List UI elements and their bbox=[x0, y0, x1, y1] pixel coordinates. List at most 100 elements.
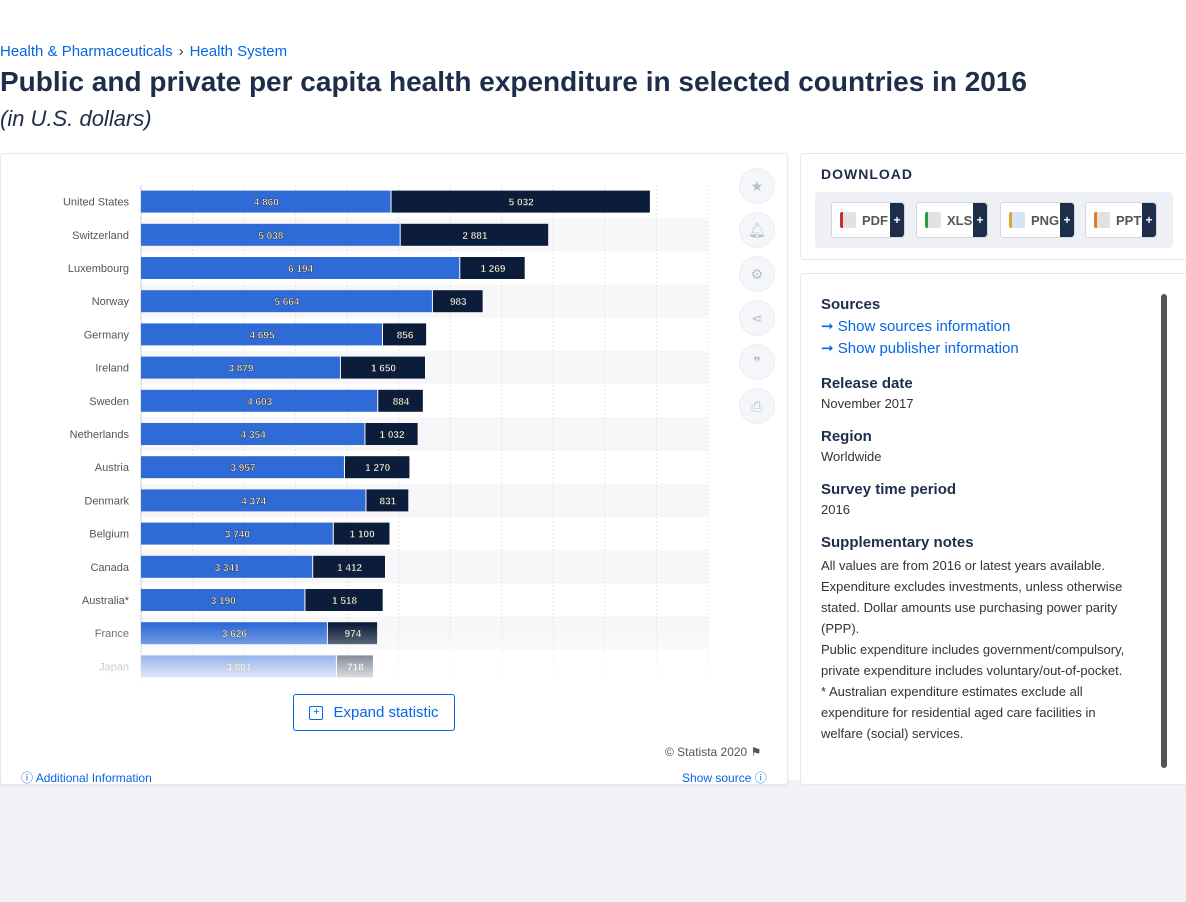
data-label: 6 194 bbox=[288, 264, 313, 275]
data-label: 4 603 bbox=[247, 397, 272, 408]
data-label: 1 032 bbox=[380, 430, 405, 441]
show-source-link[interactable]: Show source ⓘ bbox=[682, 771, 767, 785]
expand-statistic-button[interactable]: + Expand statistic bbox=[293, 694, 455, 731]
print-icon[interactable]: ⎙ bbox=[739, 388, 775, 424]
category-label: Luxembourg bbox=[68, 263, 129, 275]
category-label: United States bbox=[63, 197, 130, 209]
arrow-right-icon: ➞ bbox=[821, 318, 834, 335]
bar-public bbox=[141, 522, 333, 545]
download-xls-button[interactable]: XLS + bbox=[916, 202, 988, 238]
category-label: Austria bbox=[95, 462, 130, 474]
category-label: Denmark bbox=[84, 495, 129, 507]
breadcrumb-separator: › bbox=[178, 43, 184, 60]
chart-card: United States 4 860 5 032 Switzerland 5 038 2… bbox=[0, 153, 788, 785]
bar-public bbox=[141, 290, 432, 313]
show-sources-link[interactable]: ➞ Show sources information bbox=[821, 318, 1011, 335]
data-label: 4 374 bbox=[241, 496, 266, 507]
bar-private bbox=[305, 589, 383, 611]
ppt-plus-icon[interactable]: + bbox=[1142, 203, 1156, 237]
category-label: Germany bbox=[84, 329, 130, 341]
quote-icon[interactable]: ❞ bbox=[739, 344, 775, 380]
xls-plus-icon[interactable]: + bbox=[973, 203, 987, 237]
notes-paragraph-2: Public expenditure includes government/c… bbox=[821, 642, 1125, 678]
data-label: 1 269 bbox=[480, 264, 505, 275]
chart-toolbar: ★ 🔔︎ ⚙ ⋖ ❞ ⎙ bbox=[739, 168, 775, 432]
pdf-file-icon bbox=[840, 212, 856, 228]
bar-private bbox=[391, 190, 650, 213]
page-title: Public and private per capita health exp… bbox=[0, 66, 1027, 97]
bar-public bbox=[141, 489, 366, 512]
download-ppt-button[interactable]: PPT + bbox=[1085, 202, 1157, 238]
data-label: 884 bbox=[393, 397, 410, 408]
png-plus-icon[interactable]: + bbox=[1060, 203, 1074, 237]
bar-public bbox=[141, 323, 383, 346]
bar-chart: United States 4 860 5 032 Switzerland 5 038 2… bbox=[63, 185, 709, 683]
bar-private bbox=[383, 323, 427, 346]
data-label: 5 038 bbox=[258, 231, 283, 242]
bar-public bbox=[141, 589, 305, 611]
bar-public bbox=[141, 423, 365, 445]
data-label: 831 bbox=[380, 496, 397, 507]
bar-private bbox=[366, 489, 409, 512]
bar-public bbox=[141, 223, 400, 246]
bar-private bbox=[378, 389, 423, 412]
data-label: 3 190 bbox=[211, 596, 236, 607]
data-label: 1 270 bbox=[365, 463, 390, 474]
download-png-button[interactable]: PNG + bbox=[1000, 202, 1075, 238]
breadcrumb: Health & Pharmaceuticals › Health System bbox=[0, 43, 287, 60]
download-card: DOWNLOAD PDF + XLS + PNG + PPT + bbox=[800, 153, 1186, 260]
bar-public bbox=[141, 389, 378, 412]
bar-public bbox=[141, 356, 340, 379]
page-subtitle: (in U.S. dollars) bbox=[0, 106, 152, 131]
info-scrollbar[interactable] bbox=[1161, 294, 1167, 768]
bar-private bbox=[365, 423, 418, 445]
data-label: 5 664 bbox=[274, 297, 299, 308]
settings-gear-icon[interactable]: ⚙ bbox=[739, 256, 775, 292]
statistic-info-card: Sources ➞ Show sources information ➞ Sho… bbox=[800, 273, 1186, 785]
notes-paragraph-1: All values are from 2016 or latest years… bbox=[821, 558, 1123, 636]
category-label: Sweden bbox=[89, 396, 129, 408]
pdf-plus-icon[interactable]: + bbox=[890, 203, 904, 237]
bar-private bbox=[344, 456, 410, 479]
category-label: Canada bbox=[90, 562, 129, 574]
region-value: Worldwide bbox=[821, 449, 882, 464]
bell-notification-icon[interactable]: 🔔︎ bbox=[739, 212, 775, 248]
breadcrumb-link-health-system[interactable]: Health System bbox=[189, 43, 288, 60]
supplementary-notes-heading: Supplementary notes bbox=[821, 534, 974, 551]
data-label: 3 957 bbox=[230, 463, 255, 474]
data-label: 2 881 bbox=[462, 231, 487, 242]
bar-private bbox=[333, 522, 390, 545]
plus-square-icon: + bbox=[309, 705, 324, 720]
data-label: 4 354 bbox=[241, 430, 266, 441]
download-pdf-button[interactable]: PDF + bbox=[831, 202, 905, 238]
favorite-star-icon[interactable]: ★ bbox=[739, 168, 775, 204]
region-heading: Region bbox=[821, 428, 872, 445]
bar-public bbox=[141, 555, 313, 578]
info-content: Sources ➞ Show sources information ➞ Sho… bbox=[821, 296, 1141, 744]
bar-private bbox=[340, 356, 425, 379]
png-file-icon bbox=[1009, 212, 1025, 228]
xls-file-icon bbox=[925, 212, 941, 228]
data-label: 1 650 bbox=[371, 364, 396, 375]
data-label: 1 100 bbox=[350, 530, 375, 541]
additional-information-link[interactable]: ⓘ Additional Information bbox=[21, 771, 152, 785]
bar-public bbox=[141, 257, 460, 279]
flag-icon[interactable]: ⚑ bbox=[750, 745, 762, 759]
survey-period-heading: Survey time period bbox=[821, 481, 957, 498]
data-label: 1 412 bbox=[337, 563, 362, 574]
data-label: 1 518 bbox=[332, 596, 357, 607]
notes-paragraph-3: * Australian expenditure estimates exclu… bbox=[821, 684, 1096, 741]
data-label: 856 bbox=[397, 330, 414, 341]
category-label: Switzerland bbox=[72, 230, 129, 242]
category-label: Norway bbox=[92, 296, 130, 308]
data-label: 983 bbox=[450, 297, 467, 308]
survey-period-value: 2016 bbox=[821, 502, 850, 517]
data-label: 4 860 bbox=[254, 198, 279, 209]
bar-private bbox=[400, 223, 549, 246]
ppt-file-icon bbox=[1094, 212, 1110, 228]
show-publisher-link[interactable]: ➞ Show publisher information bbox=[821, 340, 1019, 357]
breadcrumb-link-health-pharma[interactable]: Health & Pharmaceuticals bbox=[0, 43, 173, 60]
xls-label: XLS bbox=[947, 212, 973, 228]
bar-public bbox=[141, 456, 344, 479]
share-icon[interactable]: ⋖ bbox=[739, 300, 775, 336]
